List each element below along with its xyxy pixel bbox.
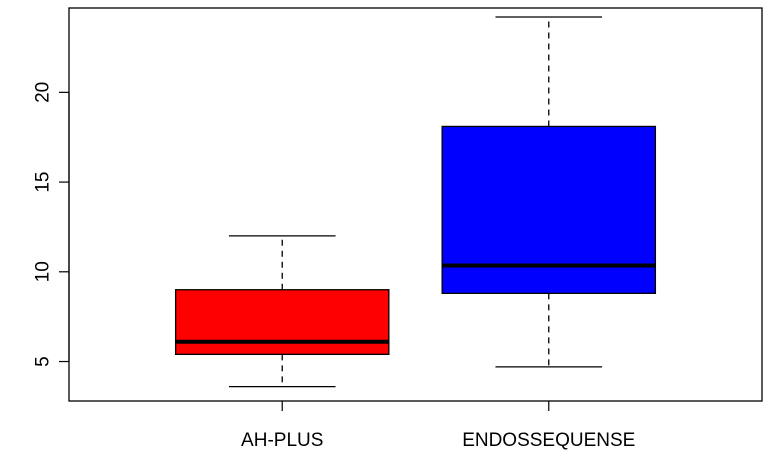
x-tick-label: ENDOSSEQUENSE <box>462 430 635 451</box>
box-iqr <box>441 125 657 294</box>
y-tick-label: 10 <box>33 261 54 282</box>
plot-frame <box>68 7 763 402</box>
y-tick-label: 5 <box>33 356 54 367</box>
y-tick-label: 20 <box>33 82 54 103</box>
box-iqr <box>174 289 390 355</box>
y-tick-label: 15 <box>33 171 54 192</box>
x-tick-label: AH-PLUS <box>241 430 323 451</box>
